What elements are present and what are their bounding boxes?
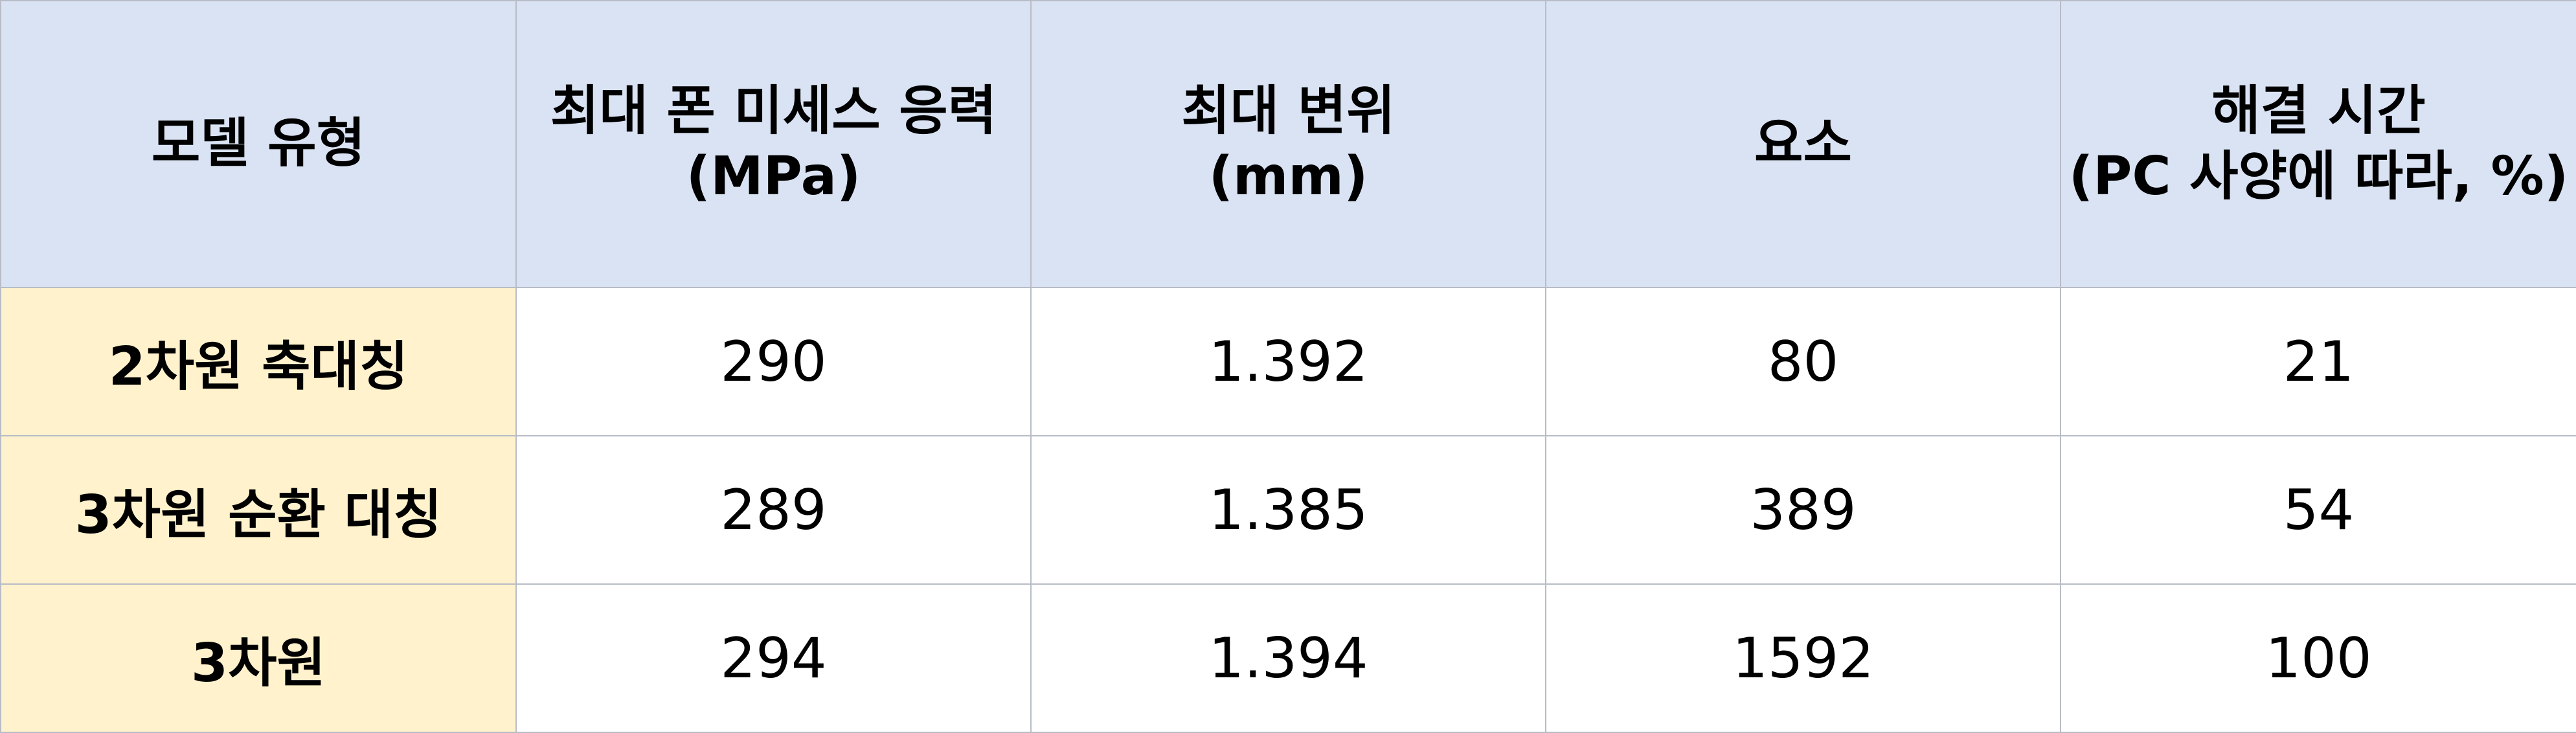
row-model-name: 2차원 축대칭 [0,287,517,436]
row-model-name: 3차원 순환 대칭 [0,435,517,585]
header-max-von-mises-unit: (MPa) [686,145,861,207]
table-header: 모델 유형 최대 폰 미세스 응력 (MPa) 최대 변위 (mm) 요소 해결… [0,0,2576,288]
cell-displacement: 1.394 [1030,583,1546,733]
cell-stress: 294 [515,583,1032,733]
header-model-type-label: 모델 유형 [151,113,366,175]
cell-displacement: 1.392 [1030,287,1546,436]
cell-elements: 1592 [1545,583,2061,733]
table-row: 3차원 294 1.394 1592 100 [0,583,2576,733]
header-solve-time-label: 해결 시간 [2211,80,2426,142]
header-max-displacement-unit: (mm) [1208,145,1368,207]
header-model-type: 모델 유형 [0,0,517,288]
cell-displacement: 1.385 [1030,435,1546,585]
header-elements-label: 요소 [1754,113,1852,175]
table-row: 3차원 순환 대칭 289 1.385 389 54 [0,435,2576,585]
header-solve-time: 해결 시간 (PC 사양에 따라, %) [2060,0,2576,288]
cell-elements: 389 [1545,435,2061,585]
header-max-displacement: 최대 변위 (mm) [1030,0,1546,288]
header-solve-time-unit: (PC 사양에 따라, %) [2068,145,2569,207]
cell-solve-time: 100 [2060,583,2576,733]
cell-stress: 289 [515,435,1032,585]
header-max-von-mises-label: 최대 폰 미세스 응력 [550,80,997,142]
cell-solve-time: 54 [2060,435,2576,585]
header-max-displacement-label: 최대 변위 [1181,80,1395,142]
table-body: 2차원 축대칭 290 1.392 80 21 3차원 순환 대칭 289 1.… [0,287,2576,733]
header-elements: 요소 [1545,0,2061,288]
cell-elements: 80 [1545,287,2061,436]
row-model-name: 3차원 [0,583,517,733]
header-row: 모델 유형 최대 폰 미세스 응력 (MPa) 최대 변위 (mm) 요소 해결… [0,0,2576,288]
cell-stress: 290 [515,287,1032,436]
table-row: 2차원 축대칭 290 1.392 80 21 [0,287,2576,436]
header-max-von-mises-stress: 최대 폰 미세스 응력 (MPa) [515,0,1032,288]
cell-solve-time: 21 [2060,287,2576,436]
